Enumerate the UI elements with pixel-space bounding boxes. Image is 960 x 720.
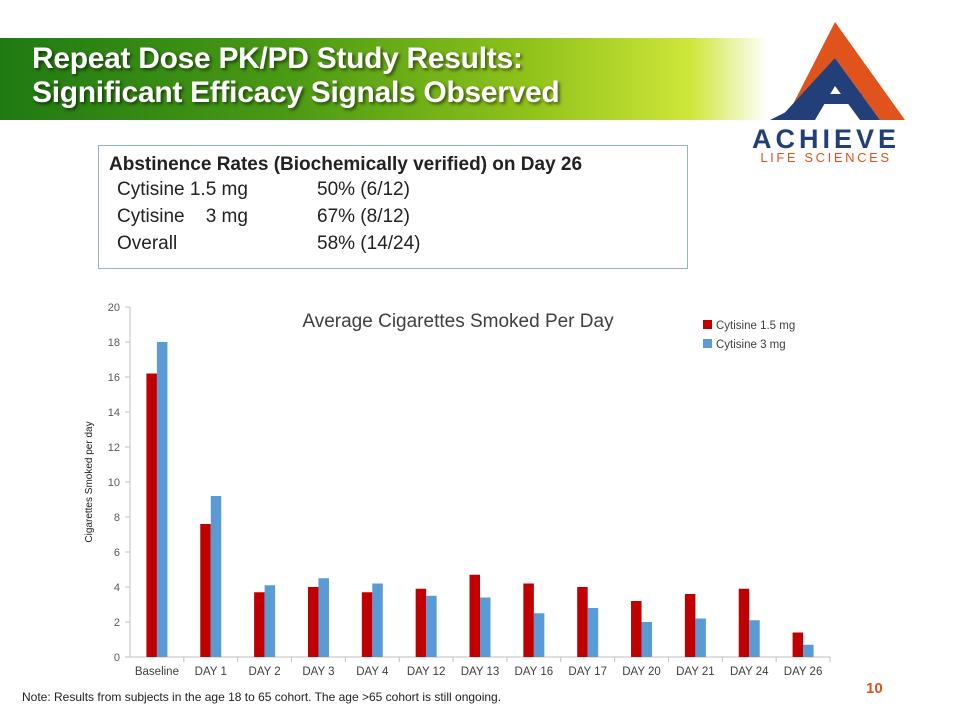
bar-cytisine-3mg — [695, 618, 706, 657]
bar-cytisine-3mg — [318, 578, 329, 657]
bar-cytisine-3mg — [641, 622, 653, 657]
abstinence-heading: Abstinence Rates (Biochemically verified… — [109, 154, 583, 175]
y-tick-label: 18 — [108, 337, 120, 349]
logo-subtitle: LIFE SCIENCES — [760, 150, 892, 165]
y-tick-label: 4 — [114, 582, 120, 594]
bar-cytisine-1-5mg — [361, 592, 373, 657]
achieve-logo-icon — [770, 22, 905, 120]
bar-cytisine-1-5mg — [254, 592, 265, 657]
bar-cytisine-1-5mg — [200, 524, 211, 657]
logo-name: ACHIEVE — [751, 124, 901, 154]
bar-cytisine-3mg — [587, 608, 599, 657]
x-tick-label: DAY 26 — [784, 666, 823, 678]
x-tick-label: Baseline — [135, 666, 179, 678]
x-tick-label: DAY 3 — [302, 666, 334, 678]
bar-cytisine-3mg — [533, 613, 545, 657]
legend-swatch — [703, 320, 712, 329]
abstinence-value: 58% (14/24) — [317, 233, 421, 254]
bar-cytisine-1-5mg — [684, 594, 696, 657]
bar-cytisine-1-5mg — [738, 588, 750, 657]
x-tick-label: DAY 20 — [622, 666, 661, 678]
bar-cytisine-1-5mg — [415, 588, 427, 657]
y-tick-label: 8 — [114, 512, 120, 524]
bar-cytisine-3mg — [426, 595, 437, 657]
y-tick-label: 6 — [114, 547, 120, 559]
legend-label: Cytisine 3 mg — [716, 339, 786, 351]
abstinence-value: 50% (6/12) — [317, 179, 410, 200]
bar-cytisine-3mg — [480, 597, 491, 657]
bar-cytisine-3mg — [210, 496, 222, 657]
y-axis-label: Cigarettes Smoked per day — [84, 421, 95, 542]
bar-cytisine-1-5mg — [307, 587, 319, 657]
y-tick-label: 2 — [114, 617, 120, 629]
bar-cytisine-3mg — [372, 583, 383, 657]
abstinence-label: Cytisine 3 mg — [117, 206, 248, 227]
bar-cytisine-1-5mg — [146, 373, 157, 657]
x-tick-label: DAY 4 — [356, 666, 389, 678]
bar-cytisine-3mg — [749, 620, 760, 657]
abstinence-box: Abstinence Rates (Biochemically verified… — [98, 145, 688, 269]
x-tick-label: DAY 13 — [461, 666, 500, 678]
cigarettes-bar-chart: 0 2 4 6 8 10 12 14 16 18 20 Cigarettes Smoked per d… — [84, 302, 831, 678]
x-tick-label: DAY 24 — [730, 666, 769, 678]
abstinence-label: Overall — [117, 233, 178, 254]
legend-label: Cytisine 1.5 mg — [716, 320, 795, 332]
slide-title-line2: Significant Efficacy Signals Observed — [32, 76, 560, 109]
footnote: Note: Results from subjects in the age 1… — [22, 690, 502, 704]
x-tick-label: DAY 2 — [249, 666, 281, 678]
abstinence-value: 67% (8/12) — [317, 206, 410, 227]
x-tick-label: DAY 17 — [568, 666, 607, 678]
x-tick-label: DAY 1 — [195, 666, 227, 678]
bar-cytisine-1-5mg — [792, 632, 804, 657]
bar-cytisine-1-5mg — [469, 574, 480, 657]
abstinence-row: Cytisine 3 mg 67% (8/12) — [109, 206, 677, 233]
abstinence-row: Overall 58% (14/24) — [109, 233, 677, 260]
abstinence-label: Cytisine 1.5 mg — [117, 179, 248, 200]
y-tick-label: 14 — [108, 407, 120, 419]
bar-cytisine-1-5mg — [631, 601, 642, 657]
x-tick-label: DAY 16 — [515, 666, 554, 678]
slide-title-line1: Repeat Dose PK/PD Study Results: — [32, 42, 523, 75]
bar-cytisine-3mg — [156, 342, 168, 657]
y-tick-label: 12 — [108, 442, 120, 454]
bar-cytisine-1-5mg — [577, 587, 588, 657]
slide-title: Repeat Dose PK/PD Study Results: Signifi… — [32, 42, 560, 110]
bar-cytisine-3mg — [264, 585, 276, 657]
abstinence-row: Cytisine 1.5 mg 50% (6/12) — [109, 179, 677, 206]
bar-cytisine-3mg — [803, 644, 814, 657]
page-number: 10 — [866, 680, 883, 697]
legend-swatch — [703, 339, 712, 348]
y-tick-label: 0 — [114, 652, 120, 664]
y-tick-label: 20 — [108, 302, 120, 314]
y-tick-label: 16 — [108, 372, 120, 384]
y-tick-label: 10 — [108, 477, 120, 489]
chart-title: Average Cigarettes Smoked Per Day — [302, 311, 614, 332]
x-tick-label: DAY 21 — [676, 666, 715, 678]
x-tick-label: DAY 12 — [407, 666, 446, 678]
bar-cytisine-1-5mg — [523, 583, 534, 657]
